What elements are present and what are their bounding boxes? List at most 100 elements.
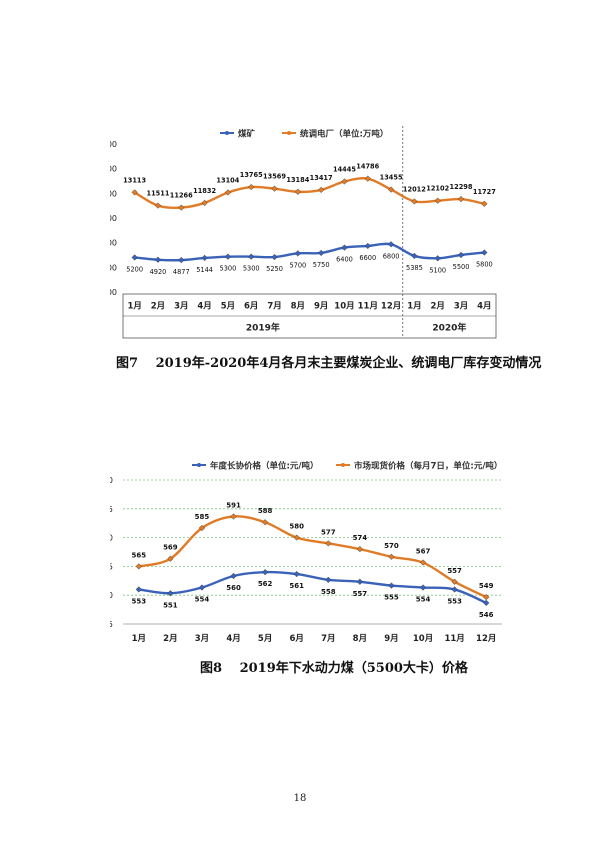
data-point-0-5 (248, 253, 255, 260)
data-point-1-2 (198, 524, 206, 532)
data-label-1-5: 13765 (240, 171, 263, 179)
x-tick-label-1: 2月 (163, 634, 177, 644)
data-point-0-11 (483, 599, 490, 606)
legend-marker-1 (287, 131, 291, 135)
data-point-0-9 (341, 244, 348, 251)
series-0: 5200 4920 4877 5144 5300 5300 5250 5700 5750 6400… (126, 241, 493, 276)
x-tick-label-4: 5月 (221, 302, 235, 312)
data-point-0-14 (457, 251, 465, 259)
data-label-1-1: 11511 (146, 190, 169, 198)
series-line-1 (137, 515, 488, 599)
data-label-1-2: 11266 (170, 192, 193, 200)
data-label-0-3: 5144 (196, 266, 213, 274)
data-point-0-3 (230, 572, 237, 580)
legend-marker-1 (341, 463, 345, 467)
x-tick-label-0: 1月 (127, 302, 141, 312)
chart-inventory: 煤矿 统调电厂（单位:万吨） 1000 4000 7000 10000 13000 16000… (110, 120, 510, 348)
chart-coal-price-svg: 535 550 565 580 595 610 年度长协价格（单位:元/吨） 市场现货价格（每… (110, 461, 502, 645)
y-tick-label-5: 610 (110, 476, 113, 485)
data-point-1-13 (434, 197, 441, 204)
y-tick-label-4: 595 (110, 505, 113, 514)
data-label-1-7: 574 (353, 534, 368, 542)
data-label-1-0: 565 (131, 551, 146, 559)
x-tick-label-2: 3月 (174, 302, 188, 312)
data-point-1-6 (271, 185, 278, 192)
x-tick-label-9: 10月 (413, 634, 433, 644)
y-tick-label-0: 535 (110, 620, 113, 629)
y-tick-label-5: 16000 (110, 165, 117, 174)
x-tick-label-13: 2月 (431, 302, 445, 312)
data-label-1-6: 577 (321, 528, 336, 536)
y-tick-label-4: 13000 (110, 189, 117, 198)
x-tick-label-10: 11月 (358, 302, 378, 312)
data-label-0-10: 6600 (359, 254, 376, 262)
x-tick-label-8: 9月 (384, 634, 398, 644)
data-point-1-7 (294, 188, 301, 195)
data-label-0-6: 558 (321, 588, 336, 596)
data-label-0-15: 5800 (476, 261, 493, 269)
data-label-0-0: 553 (131, 597, 146, 605)
data-point-1-7 (356, 546, 363, 553)
data-label-0-8: 5750 (313, 261, 330, 269)
data-point-0-4 (262, 569, 269, 576)
data-label-1-1: 569 (163, 544, 178, 552)
x-tick-label-4: 5月 (258, 634, 272, 644)
data-point-0-5 (293, 570, 300, 578)
data-point-1-8 (388, 553, 395, 560)
x-tick-label-2: 3月 (195, 634, 209, 644)
data-label-1-4: 13104 (216, 176, 239, 184)
data-label-1-11: 549 (479, 582, 494, 590)
data-point-0-1 (154, 256, 162, 263)
data-label-1-12: 12012 (403, 185, 426, 193)
x-tick-label-5: 6月 (289, 634, 303, 644)
data-label-0-4: 5300 (220, 265, 237, 273)
data-label-0-9: 554 (416, 596, 431, 604)
x-tick-label-0: 1月 (132, 634, 146, 644)
series-line-0 (133, 242, 486, 262)
page-number: 18 (293, 793, 307, 804)
legend-marker-0 (197, 463, 201, 467)
data-label-0-0: 5200 (126, 265, 143, 273)
legend-label-1: 市场现货价格（每月7日，单位:元/吨） (354, 461, 502, 472)
y-tick-label-1: 550 (110, 591, 113, 600)
data-label-0-2: 554 (195, 596, 210, 604)
data-label-1-8: 570 (384, 542, 399, 550)
y-tick-label-0: 1000 (110, 288, 117, 297)
data-label-1-7: 13184 (286, 176, 309, 184)
data-point-1-9 (341, 178, 348, 185)
x-tick-label-1: 2月 (151, 302, 165, 312)
data-point-1-15 (481, 200, 488, 207)
x-tick-label-15: 4月 (477, 302, 491, 312)
data-point-1-6 (325, 540, 332, 547)
data-label-1-5: 580 (289, 523, 304, 531)
data-label-0-14: 5500 (453, 263, 470, 271)
x-tick-label-7: 8月 (291, 302, 305, 312)
data-point-1-5 (293, 534, 300, 541)
data-label-1-0: 13113 (123, 176, 146, 184)
data-point-0-10 (364, 242, 371, 250)
data-label-1-3: 591 (226, 501, 241, 509)
data-point-1-11 (387, 186, 395, 193)
data-point-1-4 (224, 189, 232, 196)
legend: 煤矿 统调电厂（单位:万吨） (220, 129, 388, 140)
data-label-1-14: 12298 (450, 183, 473, 191)
data-label-1-11: 13455 (380, 174, 403, 182)
data-point-0-1 (167, 590, 174, 597)
data-label-1-4: 588 (258, 507, 273, 515)
data-point-0-4 (224, 253, 232, 260)
data-point-1-1 (154, 202, 162, 209)
x-tick-label-3: 4月 (197, 302, 211, 312)
data-point-0-2 (198, 584, 206, 591)
x-tick-label-3: 4月 (226, 634, 240, 644)
data-point-1-8 (318, 186, 325, 194)
data-point-1-3 (201, 199, 208, 207)
data-point-1-9 (419, 559, 427, 566)
group-label-1: 2020年 (432, 322, 466, 334)
data-point-0-9 (419, 584, 427, 591)
figure-7-caption: 图7 2019年-2020年4月各月末主要煤炭企业、统调电厂库存变动情况 (116, 356, 542, 371)
data-point-1-0 (135, 563, 142, 570)
y-tick-label-2: 565 (110, 562, 113, 571)
data-label-0-13: 5100 (429, 266, 446, 274)
data-point-1-4 (262, 519, 269, 526)
